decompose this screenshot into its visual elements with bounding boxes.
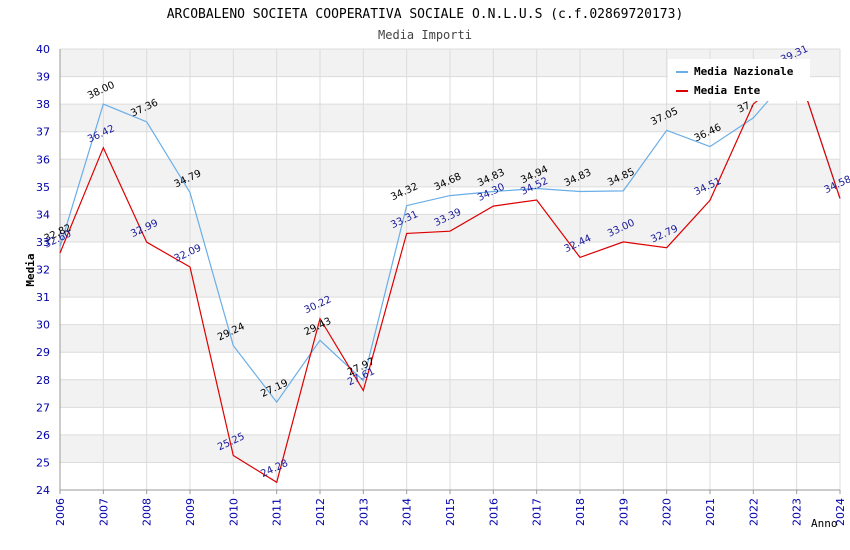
x-tick-label: 2008: [141, 498, 154, 526]
x-tick-label: 2023: [791, 498, 804, 526]
x-tick-label: 2009: [184, 498, 197, 526]
y-tick-labels: 24 25 26 27 28 29 30 31 32 33 34 35 36 37 38 39 40: [36, 43, 50, 497]
x-tick-label: 2019: [617, 498, 630, 526]
y-axis-label: Media: [24, 253, 37, 286]
chart-title: ARCOBALENO SOCIETA COOPERATIVA SOCIALE O…: [167, 7, 684, 22]
y-tick-label: 29: [36, 346, 50, 359]
x-tick-label: 2015: [444, 498, 457, 526]
series-line-nazionale: [59, 66, 841, 404]
x-tick-label: 2021: [704, 498, 717, 526]
y-tick-label: 36: [36, 153, 50, 166]
x-tick-label: 2014: [401, 498, 414, 526]
axes: [59, 49, 841, 494]
series-lines: [59, 66, 841, 484]
x-tick-label: 2016: [487, 498, 500, 526]
x-tick-label: 2010: [227, 498, 240, 526]
x-tick-labels: 2006 2007 2008 2009 2010 2011 2012 2013 2014 2015…: [54, 498, 847, 526]
y-tick-label: 35: [36, 181, 50, 194]
x-tick-label: 2017: [531, 498, 544, 526]
series-line-ente: [59, 66, 841, 484]
chart-subtitle: Media Importi: [378, 28, 472, 42]
y-tick-label: 40: [36, 43, 50, 56]
x-tick-label: 2011: [271, 498, 284, 526]
x-tick-label: 2020: [661, 498, 674, 526]
y-tick-label: 33: [36, 236, 50, 249]
y-tick-label: 31: [36, 291, 50, 304]
legend-label-nazionale: Media Nazionale: [694, 65, 794, 78]
x-axis-label: Anno: [811, 517, 838, 530]
y-tick-label: 38: [36, 98, 50, 111]
y-tick-label: 26: [36, 429, 50, 442]
y-tick-label: 32: [36, 264, 50, 277]
y-tick-label: 30: [36, 319, 50, 332]
x-tick-label: 2013: [357, 498, 370, 526]
y-tick-label: 24: [36, 484, 50, 497]
x-tick-label: 2012: [314, 498, 327, 526]
y-tick-label: 34: [36, 208, 50, 221]
legend: Media Nazionale Media Ente: [668, 59, 810, 101]
x-tick-label: 2022: [747, 498, 760, 526]
y-tick-label: 39: [36, 71, 50, 84]
x-tick-label: 2024: [834, 498, 847, 526]
y-tick-label: 25: [36, 456, 50, 469]
y-tick-label: 37: [36, 126, 50, 139]
x-tick-label: 2018: [574, 498, 587, 526]
x-tick-label: 2007: [97, 498, 110, 526]
x-tick-label: 2006: [54, 498, 67, 526]
y-tick-label: 28: [36, 374, 50, 387]
y-tick-label: 27: [36, 401, 50, 414]
legend-label-ente: Media Ente: [694, 84, 761, 97]
legend-box: [668, 59, 810, 101]
